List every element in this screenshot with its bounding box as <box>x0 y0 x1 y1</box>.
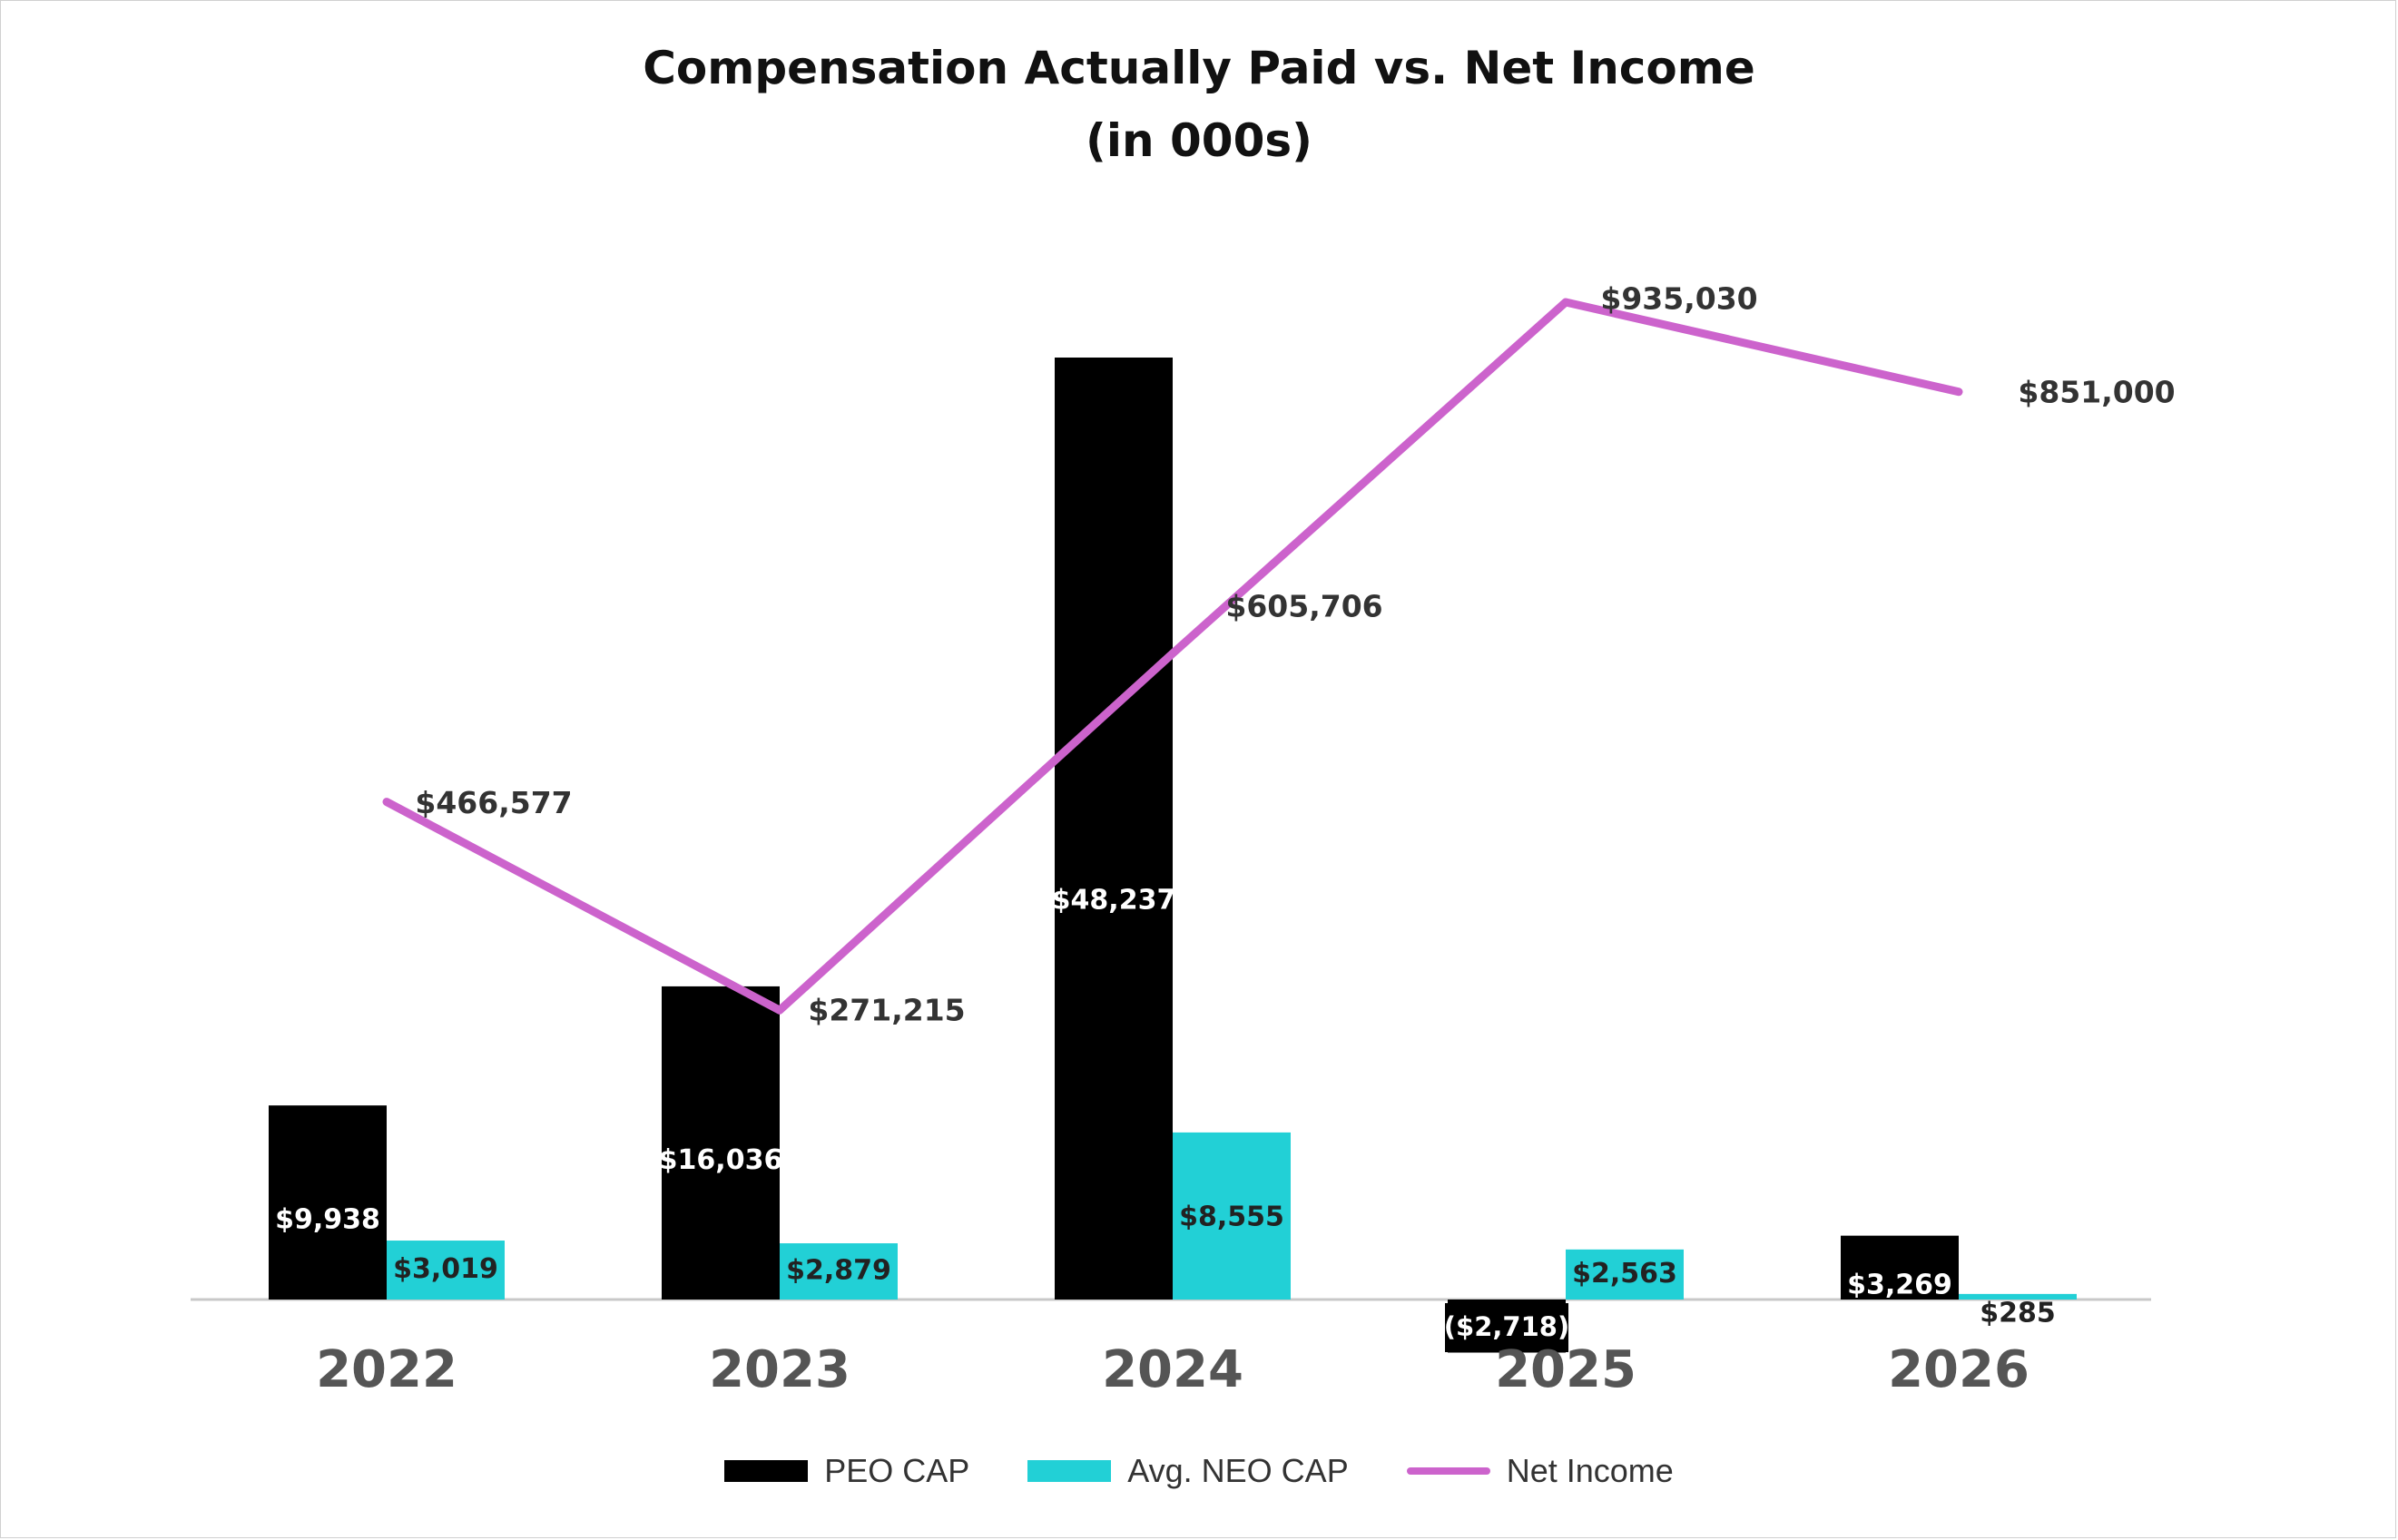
x-tick-label-2026: 2026 <box>1888 1340 2029 1399</box>
legend-label-peo: PEO CAP <box>824 1452 970 1489</box>
label-neo-cap-2025: $2,563 <box>1572 1258 1677 1290</box>
legend-swatch-peo <box>724 1460 809 1482</box>
x-tick-label-2025: 2025 <box>1495 1340 1636 1399</box>
label-neo-cap-2024: $8,555 <box>1179 1202 1284 1233</box>
label-neo-cap-2022: $3,019 <box>393 1253 498 1285</box>
legend-item-neo: Avg. NEO CAP <box>1027 1452 1349 1490</box>
bar-peo-cap-2022 <box>269 1105 387 1300</box>
chart-title: Compensation Actually Paid vs. Net Incom… <box>643 42 1755 94</box>
line-net-income <box>382 298 1963 1015</box>
bar-neo-cap-2025 <box>1566 1249 1684 1300</box>
chart-subtitle: (in 000s) <box>1086 114 1312 167</box>
label-neo-cap-2023: $2,879 <box>786 1255 891 1287</box>
label-net-income-2023: $271,215 <box>808 993 965 1028</box>
bar-peo-cap-2024 <box>1055 358 1173 1300</box>
bar-neo-cap-2024 <box>1173 1132 1291 1300</box>
bar-neo-cap-2022 <box>387 1241 505 1300</box>
legend-label-net-income: Net Income <box>1506 1452 1674 1489</box>
label-net-income-2026: $851,000 <box>2018 374 2175 409</box>
legend-item-peo: PEO CAP <box>724 1452 969 1490</box>
label-peo-cap-2022: $9,938 <box>275 1204 380 1236</box>
bar-neo-cap-2026 <box>1959 1293 2077 1300</box>
label-neo-cap-2026: $285 <box>1980 1298 2056 1329</box>
label-peo-cap-2024: $48,237 <box>1052 885 1176 917</box>
label-peo-cap-2026: $3,269 <box>1847 1269 1952 1300</box>
chart-legend: PEO CAP Avg. NEO CAP Net Income <box>0 1452 2398 1490</box>
label-net-income-2022: $466,577 <box>415 785 572 820</box>
label-net-income-2025: $935,030 <box>1600 281 1757 317</box>
legend-item-net-income: Net Income <box>1406 1452 1674 1490</box>
x-tick-label-2024: 2024 <box>1102 1340 1243 1399</box>
x-tick-label-2023: 2023 <box>709 1340 850 1399</box>
bar-peo-cap-2023 <box>662 986 780 1300</box>
label-net-income-2024: $605,706 <box>1225 589 1382 624</box>
label-peo-cap-2025: ($2,718) <box>1444 1311 1569 1342</box>
legend-swatch-neo <box>1027 1460 1112 1482</box>
x-tick-label-2022: 2022 <box>316 1340 457 1399</box>
legend-swatch-net-income <box>1406 1467 1490 1475</box>
bar-peo-cap-2026 <box>1841 1235 1959 1300</box>
bar-neo-cap-2023 <box>780 1243 898 1300</box>
label-peo-cap-2023: $16,036 <box>659 1144 783 1176</box>
peo-negative-label-box-2025 <box>1445 1303 1568 1352</box>
legend-label-neo: Avg. NEO CAP <box>1127 1452 1349 1489</box>
